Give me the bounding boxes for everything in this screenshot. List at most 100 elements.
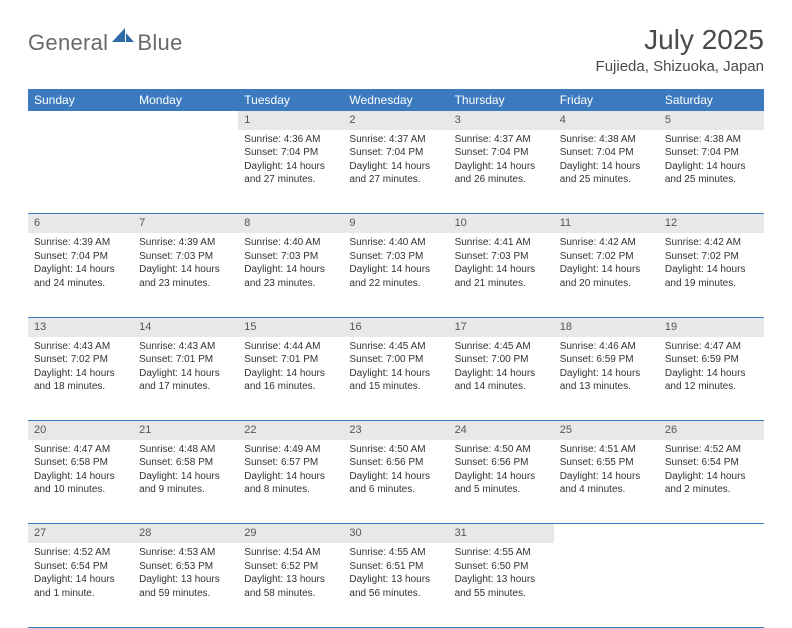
daylight-text: Daylight: 14 hours [349,263,442,277]
daylight-text: and 2 minutes. [665,483,758,497]
daylight-text: and 59 minutes. [139,587,232,601]
weekday-header: Wednesday [343,89,448,111]
sunrise-text: Sunrise: 4:52 AM [665,443,758,457]
daylight-text: Daylight: 14 hours [34,573,127,587]
day-number: 10 [449,214,554,233]
day-cell: Sunrise: 4:37 AMSunset: 7:04 PMDaylight:… [449,130,554,214]
daynum-row: 20212223242526 [28,421,764,440]
week-row: Sunrise: 4:39 AM Sunset: 7:04 PM Daylight:… [28,233,764,317]
day-cell: Sunrise: 4:44 AMSunset: 7:01 PMDaylight:… [238,337,343,421]
empty-cell [659,524,764,543]
sunrise-text: Sunrise: 4:37 AM [349,133,442,147]
daylight-text: and 19 minutes. [665,277,758,291]
weekday-header: Tuesday [238,89,343,111]
empty-cell [133,111,238,130]
daylight-text: and 15 minutes. [349,380,442,394]
sunset-text: Sunset: 7:01 PM [244,353,337,367]
day-number: 5 [659,111,764,130]
daylight-text: and 4 minutes. [560,483,653,497]
day-number: 19 [659,317,764,336]
empty-cell [554,543,659,627]
day-number: 13 [28,317,133,336]
sunrise-text: Sunrise: 4:40 AM [349,236,442,250]
day-cell: Sunrise: 4:46 AMSunset: 6:59 PMDaylight:… [554,337,659,421]
sunrise-text: Sunrise: 4:37 AM [455,133,548,147]
day-cell: Sunrise: 4:40 AMSunset: 7:03 PMDaylight:… [343,233,448,317]
daylight-text: and 5 minutes. [455,483,548,497]
weekday-header: Friday [554,89,659,111]
sunrise-text: Sunrise: 4:39 AM [139,236,232,250]
sunset-text: Sunset: 7:02 PM [560,250,653,264]
sunrise-text: Sunrise: 4:55 AM [455,546,548,560]
daylight-text: and 18 minutes. [34,380,127,394]
sunrise-text: Sunrise: 4:38 AM [665,133,758,147]
location-text: Fujieda, Shizuoka, Japan [596,58,764,75]
daylight-text: Daylight: 13 hours [244,573,337,587]
daylight-text: and 25 minutes. [665,173,758,187]
weekday-header: Thursday [449,89,554,111]
sunset-text: Sunset: 7:04 PM [560,146,653,160]
sunrise-text: Sunrise: 4:40 AM [244,236,337,250]
daylight-text: Daylight: 14 hours [560,263,653,277]
day-cell: Sunrise: 4:43 AMSunset: 7:01 PMDaylight:… [133,337,238,421]
sunset-text: Sunset: 7:04 PM [665,146,758,160]
daylight-text: and 20 minutes. [560,277,653,291]
daylight-text: and 23 minutes. [244,277,337,291]
week-row: Sunrise: 4:47 AMSunset: 6:58 PMDaylight:… [28,440,764,524]
day-cell: Sunrise: 4:54 AMSunset: 6:52 PMDaylight:… [238,543,343,627]
day-cell: Sunrise: 4:47 AMSunset: 6:58 PMDaylight:… [28,440,133,524]
daylight-text: Daylight: 14 hours [665,160,758,174]
sunrise-text: Sunrise: 4:42 AM [665,236,758,250]
daylight-text: Daylight: 14 hours [244,367,337,381]
sunset-text: Sunset: 6:59 PM [665,353,758,367]
sunrise-text: Sunrise: 4:36 AM [244,133,337,147]
sunrise-text: Sunrise: 4:45 AM [349,340,442,354]
daylight-text: Daylight: 14 hours [34,470,127,484]
sunset-text: Sunset: 7:03 PM [349,250,442,264]
calendar-body: 12345 Sunrise: 4:36 AMSunset: 7:04 PMDay… [28,111,764,627]
daylight-text: and 9 minutes. [139,483,232,497]
empty-cell [554,524,659,543]
day-number: 31 [449,524,554,543]
header: General Blue July 2025 Fujieda, Shizuoka… [28,24,764,75]
sunrise-text: Sunrise: 4:47 AM [665,340,758,354]
daylight-text: Daylight: 14 hours [665,263,758,277]
daylight-text: Daylight: 14 hours [665,470,758,484]
sunrise-text: Sunrise: 4:42 AM [560,236,653,250]
sunset-text: Sunset: 7:04 PM [34,250,127,264]
day-number: 30 [343,524,448,543]
daylight-text: Daylight: 14 hours [455,263,548,277]
day-cell: Sunrise: 4:51 AMSunset: 6:55 PMDaylight:… [554,440,659,524]
daylight-text: Daylight: 14 hours [139,367,232,381]
day-number: 15 [238,317,343,336]
day-cell: Sunrise: 4:48 AMSunset: 6:58 PMDaylight:… [133,440,238,524]
empty-cell [28,111,133,130]
daylight-text: Daylight: 14 hours [34,367,127,381]
sunset-text: Sunset: 6:50 PM [455,560,548,574]
day-cell: Sunrise: 4:55 AMSunset: 6:51 PMDaylight:… [343,543,448,627]
day-number: 7 [133,214,238,233]
day-number: 1 [238,111,343,130]
daynum-row: 12345 [28,111,764,130]
sunset-text: Sunset: 7:02 PM [34,353,127,367]
daylight-text: Daylight: 14 hours [455,160,548,174]
daylight-text: Daylight: 13 hours [139,573,232,587]
sunrise-text: Sunrise: 4:43 AM [139,340,232,354]
daylight-text: and 23 minutes. [139,277,232,291]
day-cell: Sunrise: 4:50 AMSunset: 6:56 PMDaylight:… [449,440,554,524]
daynum-row: 6789101112 [28,214,764,233]
daylight-text: Daylight: 14 hours [560,470,653,484]
sunset-text: Sunset: 6:56 PM [349,456,442,470]
day-number: 24 [449,421,554,440]
sunset-text: Sunset: 7:04 PM [455,146,548,160]
day-number: 21 [133,421,238,440]
day-number: 2 [343,111,448,130]
daylight-text: Daylight: 14 hours [455,470,548,484]
daylight-text: and 16 minutes. [244,380,337,394]
daylight-text: Daylight: 14 hours [244,263,337,277]
weekday-header: Sunday [28,89,133,111]
daylight-text: and 58 minutes. [244,587,337,601]
day-cell: Sunrise: 4:36 AMSunset: 7:04 PMDaylight:… [238,130,343,214]
day-cell: Sunrise: 4:41 AMSunset: 7:03 PMDaylight:… [449,233,554,317]
day-number: 14 [133,317,238,336]
